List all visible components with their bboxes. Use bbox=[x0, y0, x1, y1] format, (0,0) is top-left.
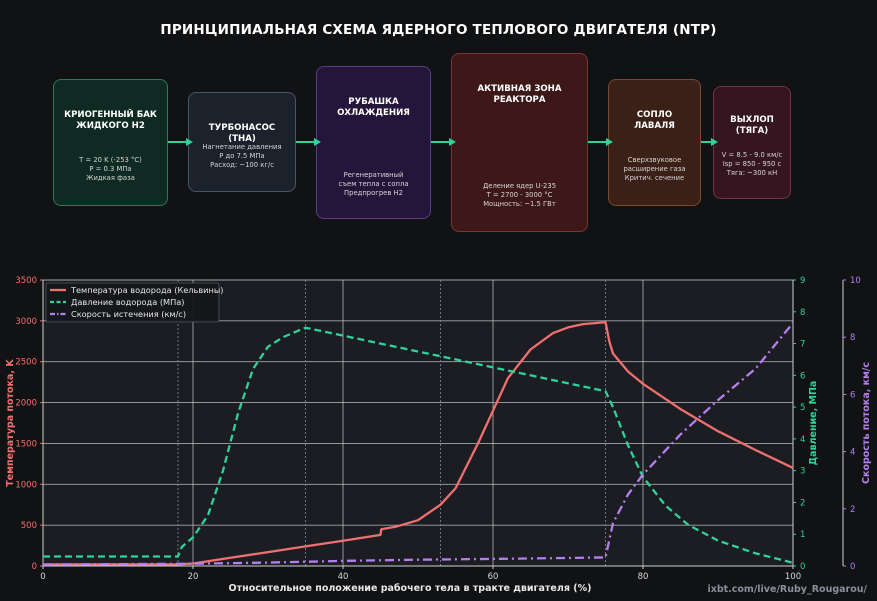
x-tick-label: 40 bbox=[338, 572, 349, 582]
pressure-tick-label: 2 bbox=[800, 498, 805, 508]
legend-entry-label: Давление водорода (МПа) bbox=[71, 297, 184, 307]
left-tick-label: 0 bbox=[32, 562, 37, 572]
pressure-series-line bbox=[43, 326, 794, 564]
block-description: V = 8.5 - 9.0 км/с Isp = 850 - 950 с Тяг… bbox=[721, 151, 783, 177]
x-tick-label: 80 bbox=[638, 572, 649, 582]
block-reactor-core: АКТИВНАЯ ЗОНА РЕАКТОРА Деление ядер U-23… bbox=[451, 53, 588, 232]
pressure-tick-label: 4 bbox=[800, 435, 805, 445]
block-title: АКТИВНАЯ ЗОНА РЕАКТОРА bbox=[477, 84, 562, 105]
legend: Температура водорода (Кельвины) Давление … bbox=[45, 282, 224, 323]
velocity-tick-label: 2 bbox=[850, 505, 855, 515]
left-tick-label: 3500 bbox=[15, 276, 37, 286]
block-title: КРИОГЕННЫЙ БАК ЖИДКОГО H2 bbox=[64, 110, 157, 131]
block-title: РУБАШКА ОХЛАЖДЕНИЯ bbox=[337, 97, 410, 118]
block-description: Сверхзвуковое расширение газа Критич. се… bbox=[623, 156, 686, 182]
x-tick-label: 100 bbox=[785, 572, 801, 582]
left-tick-label: 1500 bbox=[15, 439, 37, 449]
block-title: ТУРБОНАСОС (ТНА) bbox=[208, 123, 276, 144]
page-title: ПРИНЦИПИАЛЬНАЯ СХЕМА ЯДЕРНОГО ТЕПЛОВОГО … bbox=[160, 22, 717, 38]
pressure-tick-label: 5 bbox=[800, 403, 805, 413]
flow-arrow-head bbox=[606, 138, 613, 146]
x-tick-label: 0 bbox=[40, 572, 45, 582]
block-description: Деление ядер U-235 T = 2700 - 3000 °C Мо… bbox=[482, 182, 557, 208]
pressure-tick-label: 9 bbox=[800, 276, 805, 286]
velocity-tick-label: 10 bbox=[850, 276, 861, 286]
velocity-axis-label: Скорость потока, км/с bbox=[861, 362, 872, 484]
watermark: ixbt.com/live/Ruby_Rougarou/ bbox=[707, 584, 867, 595]
flow-arrow-head bbox=[314, 138, 321, 146]
pressure-tick-label: 6 bbox=[800, 371, 805, 381]
velocity-tick-label: 4 bbox=[850, 448, 855, 458]
left-tick-label: 3000 bbox=[15, 317, 37, 327]
pressure-tick-label: 0 bbox=[800, 562, 805, 572]
pressure-tick-label: 7 bbox=[800, 340, 805, 350]
pressure-tick-label: 1 bbox=[800, 530, 805, 540]
flow-arrow-head bbox=[711, 138, 718, 146]
velocity-series-line bbox=[42, 322, 794, 566]
velocity-tick-label: 6 bbox=[850, 390, 855, 400]
legend-entry-label: Скорость истечения (км/с) bbox=[71, 309, 186, 319]
x-axis-label: Относительное положение рабочего тела в … bbox=[229, 583, 592, 594]
flow-arrow-head bbox=[449, 138, 456, 146]
pressure-tick-label: 3 bbox=[800, 467, 805, 477]
block-title: СОПЛО ЛАВАЛЯ bbox=[634, 110, 675, 131]
left-tick-label: 2000 bbox=[15, 399, 37, 409]
x-tick-label: 20 bbox=[188, 572, 199, 582]
x-tick-label: 60 bbox=[488, 572, 499, 582]
left-tick-label: 500 bbox=[21, 521, 37, 531]
block-description: T = 20 K (-253 °C) P = 0.3 МПа Жидкая фа… bbox=[79, 156, 142, 182]
block-laval-nozzle: СОПЛО ЛАВАЛЯ Сверхзвуковое расширение га… bbox=[608, 79, 701, 206]
left-tick-label: 1000 bbox=[15, 480, 37, 490]
left-tick-label: 2500 bbox=[15, 358, 37, 368]
block-description: Регенеративный съем тепла с сопла Предпр… bbox=[338, 171, 409, 197]
pressure-tick-label: 8 bbox=[800, 308, 805, 318]
velocity-tick-label: 0 bbox=[850, 562, 855, 572]
pressure-axis-label: Давление, МПа bbox=[808, 381, 819, 466]
block-description: Нагнетание давления P до 7.5 МПа Расход:… bbox=[202, 143, 282, 169]
legend-box bbox=[45, 282, 220, 323]
left-axis-label: Температура потока, K bbox=[5, 359, 16, 487]
velocity-tick-label: 8 bbox=[850, 333, 855, 343]
block-cooling-jacket: РУБАШКА ОХЛАЖДЕНИЯ Регенеративный съем т… bbox=[316, 66, 431, 219]
legend-entry-label: Температура водорода (Кельвины) bbox=[70, 285, 224, 295]
plot-area bbox=[43, 280, 793, 566]
block-cryo-tank: КРИОГЕННЫЙ БАК ЖИДКОГО H2 T = 20 K (-253… bbox=[53, 79, 168, 206]
temperature-series-line bbox=[43, 320, 794, 566]
flow-arrow-head bbox=[186, 138, 193, 146]
block-turbopump: ТУРБОНАСОС (ТНА) Нагнетание давления P д… bbox=[188, 92, 296, 192]
block-title: ВЫХЛОП (ТЯГА) bbox=[730, 115, 774, 136]
